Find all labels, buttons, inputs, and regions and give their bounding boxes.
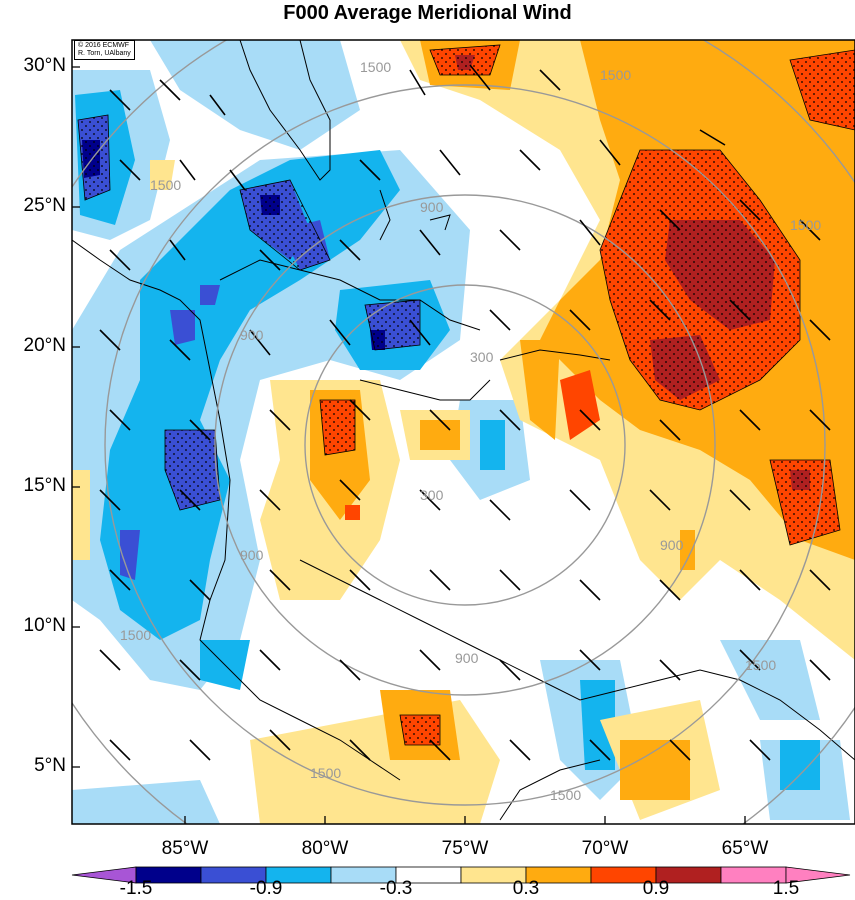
- colorbar-tick-label: 0.3: [512, 878, 540, 899]
- contour-label-1500: 1500: [310, 765, 341, 781]
- contour-label-900: 900: [455, 650, 479, 666]
- colorbar-tick-label: -1.5: [119, 878, 153, 899]
- credit-line: © 2016 ECMWF: [78, 42, 130, 49]
- credit-line: R. Torn, UAlbany: [78, 50, 131, 57]
- contour-label-900: 900: [420, 199, 444, 215]
- colorbar-tick-label: -0.9: [249, 878, 283, 899]
- contour-label-1500: 1500: [600, 67, 631, 83]
- lat-label-25n: 25°N: [23, 195, 66, 216]
- lon-label-80w: 80°W: [301, 838, 349, 859]
- lon-label-65w: 65°W: [721, 838, 769, 859]
- contour-label-900: 900: [660, 537, 684, 553]
- lon-label-85w: 85°W: [161, 838, 209, 859]
- contour-label-1500: 1500: [550, 787, 581, 803]
- credit-box: © 2016 ECMWF R. Torn, UAlbany: [74, 40, 135, 60]
- contour-label-1500: 1500: [790, 217, 821, 233]
- contour-label-900: 900: [240, 547, 264, 563]
- colorbar-segment: [785, 866, 851, 884]
- lat-label-30n: 30°N: [23, 55, 66, 76]
- colorbar-tick-label: 0.9: [642, 878, 670, 899]
- contour-label-1500: 1500: [150, 177, 181, 193]
- map-title: F000 Average Meridional Wind: [283, 2, 572, 24]
- contour-label-300: 300: [420, 487, 444, 503]
- colorbar-tick-label: -0.3: [379, 878, 413, 899]
- colorbar: [71, 866, 851, 884]
- contour-labels: 300 300 900 900 900 900 900 1500 1500 15…: [120, 59, 821, 803]
- contour-label-1500: 1500: [745, 657, 776, 673]
- wind-barbs: [99, 64, 831, 761]
- contour-label-300: 300: [470, 349, 494, 365]
- lat-label-15n: 15°N: [23, 475, 66, 496]
- contour-label-1500: 1500: [360, 59, 391, 75]
- contour-label-1500: 1500: [120, 627, 151, 643]
- lon-label-70w: 70°W: [581, 838, 629, 859]
- contour-label-900: 900: [240, 327, 264, 343]
- lat-label-10n: 10°N: [23, 615, 66, 636]
- significance-stippling: [77, 44, 855, 746]
- lat-label-20n: 20°N: [23, 335, 66, 356]
- lat-label-5n: 5°N: [34, 755, 66, 776]
- colorbar-tick-label: 1.5: [772, 878, 800, 899]
- coastlines: [72, 40, 855, 821]
- plot-frame: [71, 39, 855, 825]
- axis-ticks: [72, 66, 746, 824]
- lon-label-75w: 75°W: [441, 838, 489, 859]
